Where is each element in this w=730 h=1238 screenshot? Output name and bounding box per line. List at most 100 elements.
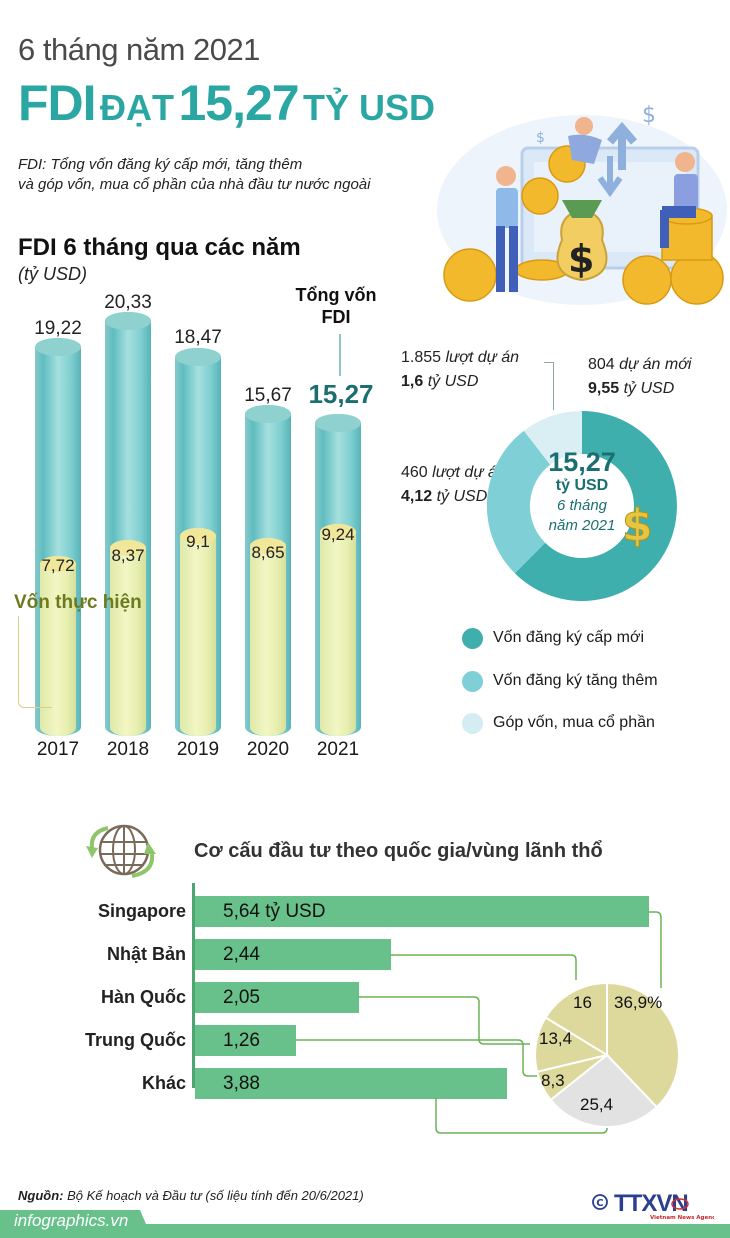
realized-value-2021: 9,24 <box>321 525 355 544</box>
title-value: 15,27 <box>178 75 299 131</box>
bar-singapore <box>195 896 649 927</box>
bar-china <box>195 1025 296 1056</box>
realized-cylinder-2021 <box>320 524 356 736</box>
country-label-korea: Hàn Quốc <box>100 987 186 1007</box>
bar-value-china: 1,26 <box>223 1030 260 1051</box>
main-title: FDI ĐẠT 15,27 TỶ USD <box>18 74 435 132</box>
country-section-title: Cơ cấu đầu tư theo quốc gia/vùng lãnh th… <box>194 840 603 862</box>
total-fdi-label: Tổng vốn FDI <box>295 285 377 327</box>
ttxvn-logo: C TTXVN Vietnam News Agency <box>592 1190 714 1220</box>
cylinder-2021 <box>315 414 361 736</box>
bar-value-japan: 2,44 <box>223 944 260 965</box>
cylinder-2018 <box>105 312 151 736</box>
legend-swatch-icon <box>462 627 483 649</box>
country-label-other: Khác <box>141 1073 186 1093</box>
realized-capital-label: Vốn thực hiện <box>14 592 142 613</box>
country-label-china: Trung Quốc <box>85 1030 186 1050</box>
realized-leader-line <box>18 616 52 708</box>
person-top-icon <box>568 117 602 164</box>
realized-value-2018: 8,37 <box>111 546 145 565</box>
year-label-2018: 2018 <box>106 739 150 760</box>
cylinder-chart-title: FDI 6 tháng qua các năm <box>18 234 301 261</box>
svg-text:TTXVN: TTXVN <box>614 1190 688 1217</box>
cylinder-2019 <box>175 348 221 736</box>
cylinder-2020 <box>245 405 291 736</box>
subtitle: 6 tháng năm 2021 <box>18 32 260 67</box>
pie-label-japan: 16 <box>573 993 592 1012</box>
fdi-composition-donut: $ <box>486 410 677 601</box>
donut-slice-additional-capital <box>486 430 551 574</box>
title-unit: TỶ USD <box>303 87 436 128</box>
investment-illustration: $ $ $ <box>437 103 727 305</box>
bar-pie-connectors <box>296 911 662 1134</box>
donut-slice-capital-contribution <box>523 410 582 465</box>
svg-text:$: $ <box>622 500 653 551</box>
donut-slice-new-capital <box>514 411 677 601</box>
total-fdi-leader-line <box>339 334 341 376</box>
country-label-singapore: Singapore <box>97 901 186 921</box>
country-share-pie <box>534 981 680 1128</box>
bar-value-other: 3,88 <box>223 1073 260 1094</box>
title-verb: ĐẠT <box>100 87 174 128</box>
year-label-2019: 2019 <box>176 739 220 760</box>
title-prefix: FDI <box>18 75 97 131</box>
annotation-capital-contribution: 1.855 lượt dự án 1,6 tỷ USD <box>401 349 520 390</box>
money-bag-dollar-icon: $ <box>568 237 594 281</box>
pie-label-singapore: 36,9% <box>614 993 663 1012</box>
site-link[interactable]: infographics.vn <box>14 1211 129 1230</box>
total-value-2020: 15,67 <box>244 385 292 406</box>
svg-text:C: C <box>596 1198 603 1209</box>
total-value-2017: 19,22 <box>34 318 82 339</box>
donut-center-label: 15,27 tỷ USD 6 tháng năm 2021 <box>548 447 616 534</box>
year-label-2020: 2020 <box>246 739 290 760</box>
realized-value-2017: 7,72 <box>41 556 75 575</box>
bar-value-singapore: 5,64 tỷ USD <box>223 901 326 922</box>
year-label-2021: 2021 <box>316 739 360 760</box>
realized-cylinder-2018 <box>110 540 146 736</box>
globe-icon <box>86 824 156 878</box>
pie-slice-japan <box>544 981 608 1057</box>
realized-cylinder-2020 <box>250 538 286 736</box>
bar-other <box>195 1068 507 1099</box>
realized-value-2020: 8,65 <box>251 543 285 562</box>
bar-value-korea: 2,05 <box>223 987 260 1008</box>
footer-band <box>0 1224 730 1238</box>
realized-value-2019: 9,1 <box>186 532 210 551</box>
country-label-japan: Nhật Bản <box>106 944 186 964</box>
legend-item-new-capital: Vốn đăng ký cấp mới <box>462 626 644 650</box>
total-fdi-2021-value: 15,27 <box>308 379 374 409</box>
person-right-icon <box>660 152 698 248</box>
pie-slice-other <box>549 1053 659 1128</box>
annotation-additional-capital: 460 lượt dự án 4,12 tỷ USD <box>401 464 506 505</box>
person-left-icon <box>496 166 518 292</box>
bar-korea <box>195 982 359 1013</box>
annotation-leader-line <box>544 362 554 410</box>
annotation-new-projects: 804 dự án mới 9,55 tỷ USD <box>588 356 692 397</box>
definition-line-1: FDI: Tổng vốn đăng ký cấp mới, tăng thêm <box>18 156 303 173</box>
legend-swatch-icon <box>462 670 483 692</box>
svg-text:Vietnam News Agency: Vietnam News Agency <box>650 1215 714 1220</box>
pie-label-korea: 13,4 <box>539 1029 573 1048</box>
pie-slice-singapore <box>606 981 680 1109</box>
cylinder-2017 <box>35 338 81 736</box>
legend-swatch-icon <box>462 712 483 734</box>
bar-japan <box>195 939 391 970</box>
svg-text:$: $ <box>536 130 545 146</box>
source-note: Nguồn: Bộ Kế hoạch và Đầu tư (số liệu tí… <box>18 1188 364 1203</box>
realized-cylinder-2019 <box>180 528 216 736</box>
fdi-definition: FDI: Tổng vốn đăng ký cấp mới, tăng thêm… <box>18 155 371 195</box>
legend-item-additional-capital: Vốn đăng ký tăng thêm <box>462 669 658 693</box>
cylinder-chart-unit: (tỷ USD) <box>18 264 87 284</box>
total-value-2018: 20,33 <box>104 292 152 313</box>
footer-tab <box>0 1210 152 1238</box>
definition-line-2: và góp vốn, mua cổ phần của nhà đầu tư n… <box>18 176 371 193</box>
bar-axis-line <box>192 883 195 1088</box>
pie-label-china: 8,3 <box>541 1071 565 1090</box>
gold-dollar-icon: $ <box>622 500 654 552</box>
pie-label-other: 25,4 <box>580 1095 614 1114</box>
legend-item-capital-contribution: Góp vốn, mua cổ phần <box>462 711 655 735</box>
year-label-2017: 2017 <box>36 739 80 760</box>
dollar-icon: $ <box>642 103 656 128</box>
cylinder-cap <box>35 338 81 356</box>
total-value-2019: 18,47 <box>174 327 222 348</box>
